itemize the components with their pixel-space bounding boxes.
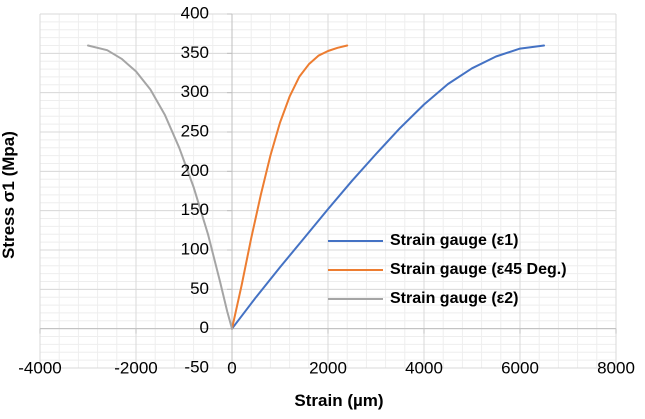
x-tick-label: -4000 [18, 358, 61, 377]
legend-label-1: Strain gauge (ε1) [390, 232, 519, 249]
y-tick-label: 250 [181, 121, 209, 140]
x-tick-label: 4000 [405, 358, 443, 377]
legend-label-2: Strain gauge (ε45 Deg.) [390, 261, 567, 278]
x-tick-label: 8000 [597, 358, 635, 377]
y-tick-label: 350 [181, 43, 209, 62]
tick-labels: -4000 -2000 0 2000 4000 6000 8000 -50 0 50 100 150 2… [18, 3, 635, 377]
x-axis-title: Strain (µm) [294, 391, 383, 410]
y-tick-label: 300 [181, 82, 209, 101]
series-lines [87, 44, 545, 330]
series-line-1 [231, 44, 545, 330]
y-tick-label: -50 [184, 357, 209, 376]
x-tick-label: 0 [227, 358, 236, 377]
y-tick-label: 150 [181, 200, 209, 219]
legend-label-3: Strain gauge (ε2) [390, 290, 519, 307]
y-tick-label: 200 [181, 161, 209, 180]
y-tick-label: 100 [181, 239, 209, 258]
x-tick-label: 6000 [501, 358, 539, 377]
x-tick-label: 2000 [309, 358, 347, 377]
y-tick-label: 50 [190, 279, 209, 298]
major-gridlines [39, 13, 617, 369]
y-tick-label: 400 [181, 3, 209, 22]
axes [39, 13, 617, 369]
x-tick-label: -2000 [114, 358, 157, 377]
y-tick-label: 0 [200, 318, 209, 337]
series-line-3 [87, 44, 233, 330]
series-line-2 [231, 44, 349, 330]
legend: Strain gauge (ε1) Strain gauge (ε45 Deg.)… [328, 232, 567, 307]
y-axis-title: Stress σ1 (Mpa) [0, 131, 18, 259]
